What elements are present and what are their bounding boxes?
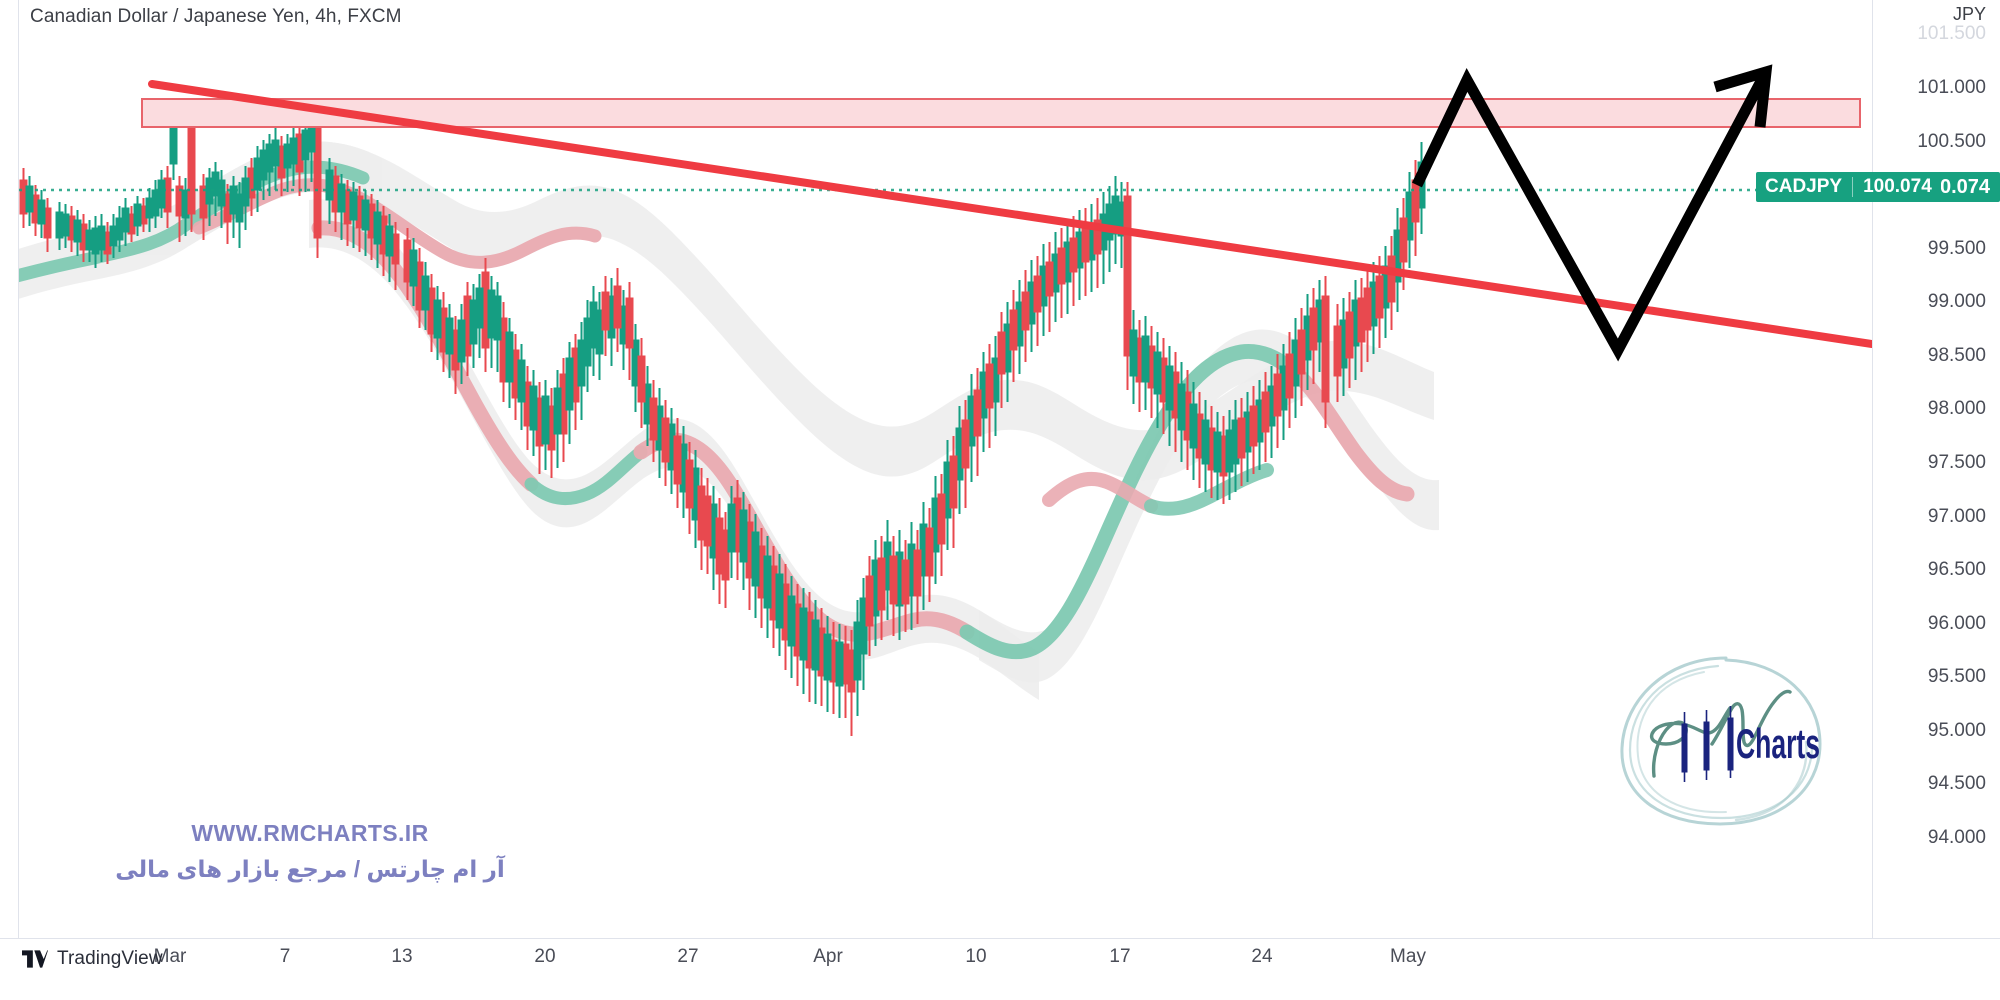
price-axis-unit: JPY xyxy=(1952,4,1986,24)
ma-ribbon-bull-2 xyxy=(524,445,648,506)
time-tick: 27 xyxy=(677,946,699,967)
price-tick: 96.500 xyxy=(1927,559,1986,581)
ma-cloud-band-rally xyxy=(979,329,1439,683)
time-tick: 17 xyxy=(1109,946,1131,967)
ma-ribbon-bear-5 xyxy=(1289,366,1415,502)
logo-brush-circle xyxy=(1620,656,1822,826)
price-tick: 97.000 xyxy=(1927,505,1986,527)
price-tick: 94.000 xyxy=(1927,827,1986,848)
time-tick: 13 xyxy=(391,946,413,967)
price-tick: 96.000 xyxy=(1927,612,1986,634)
ma-ribbon-bear-4 xyxy=(855,611,975,642)
price-tick: 98.000 xyxy=(1927,398,1986,420)
price-tick: 94.500 xyxy=(1927,773,1986,795)
price-tick: 95.000 xyxy=(1927,719,1986,741)
price-axis[interactable]: JPY 101.500 101.000 100.500 99.500 99.000 98.… xyxy=(1876,0,2000,938)
projection-path xyxy=(1412,64,1773,362)
time-tick: 10 xyxy=(965,946,987,967)
ma-ribbon-bear-1 xyxy=(192,178,602,269)
tradingview-logo-icon xyxy=(22,950,48,968)
symbol-price-value: 100.074 xyxy=(1863,176,1932,198)
symbol-price-tag[interactable]: CADJPY 100.074 xyxy=(1756,172,1941,203)
ma-ribbon-bear-6 xyxy=(1042,471,1158,513)
logo-rm-script xyxy=(1649,689,1792,778)
time-tick: 24 xyxy=(1251,946,1273,967)
symbol-tag-divider xyxy=(1852,177,1854,198)
ma-ribbon-bull-4 xyxy=(1144,463,1274,516)
symbol-label: CADJPY xyxy=(1765,176,1843,198)
price-tick: 95.500 xyxy=(1927,666,1986,688)
time-axis[interactable]: Mar 7 13 20 27 Apr 10 17 24 May xyxy=(0,938,1872,978)
tradingview-brand-label: TradingView xyxy=(57,948,163,969)
price-tick: 100.500 xyxy=(1917,130,1986,152)
price-tick: 99.000 xyxy=(1927,291,1986,313)
rmcharts-logo: Charts xyxy=(1608,648,1838,833)
time-tick: May xyxy=(1390,946,1426,967)
time-tick: Mar xyxy=(153,946,187,967)
price-tick: 101.500 xyxy=(1917,23,1986,45)
chart-title[interactable]: Canadian Dollar / Japanese Yen, 4h, FXCM xyxy=(30,6,402,27)
candlestick-series xyxy=(19,98,1426,736)
chart-right-border xyxy=(1872,0,1873,938)
logo-candlesticks xyxy=(1681,706,1734,782)
chart-left-border xyxy=(18,0,19,938)
time-tick: 20 xyxy=(534,946,556,967)
price-tick: 101.000 xyxy=(1917,77,1986,98)
chart-bottom-border xyxy=(0,938,2000,939)
price-tick: 98.500 xyxy=(1927,344,1986,366)
time-tick: 7 xyxy=(279,946,291,967)
logo-wordmark: Charts xyxy=(1736,720,1820,767)
time-tick: Apr xyxy=(813,946,843,967)
price-tick: 99.500 xyxy=(1927,237,1986,259)
price-tick: 97.500 xyxy=(1927,452,1986,473)
tradingview-footer[interactable]: TradingView xyxy=(22,948,163,970)
ma-ribbon-bull-3 xyxy=(959,343,1305,660)
chart-plot-area[interactable] xyxy=(19,0,1872,938)
